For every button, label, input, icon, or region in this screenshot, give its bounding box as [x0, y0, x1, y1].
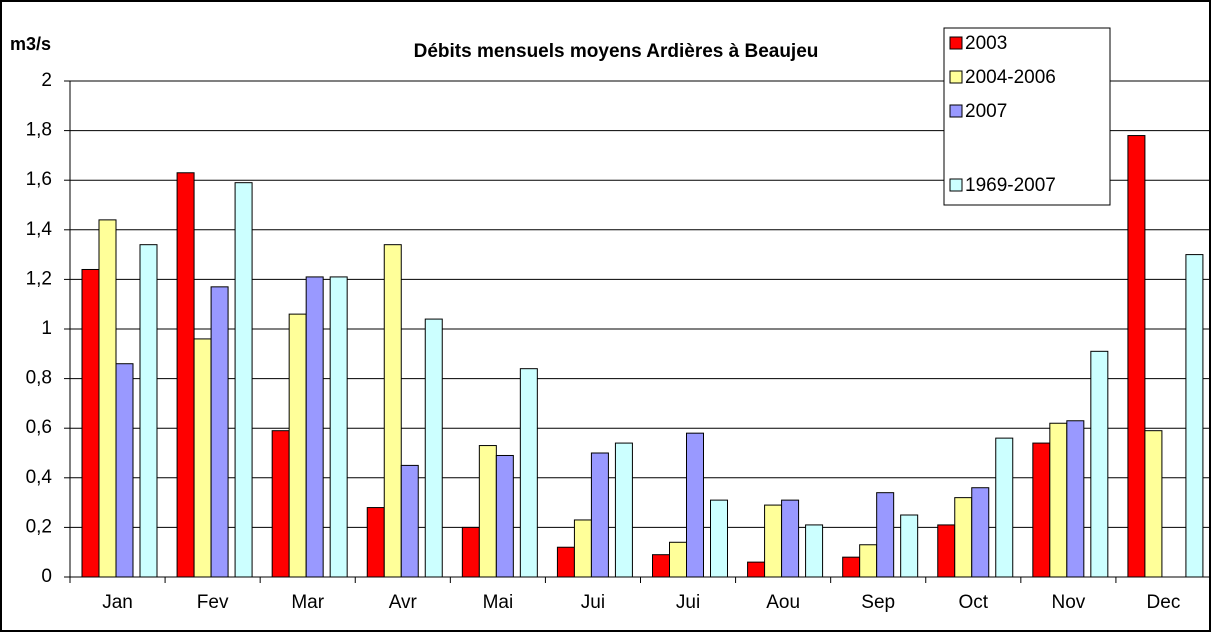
bar: [614, 442, 633, 578]
x-tick-label: Nov: [1051, 592, 1085, 613]
bar: [710, 499, 728, 578]
bar: [81, 268, 100, 578]
bar: [139, 244, 158, 578]
x-tick-label: Jui: [676, 592, 700, 613]
x-tick-label: Dec: [1147, 592, 1181, 613]
x-tick-label: Avr: [389, 592, 418, 613]
bar: [686, 432, 704, 578]
legend-box: [943, 27, 1111, 206]
bar: [764, 504, 783, 578]
bar: [495, 454, 514, 578]
bar: [461, 526, 480, 578]
bar: [652, 554, 670, 578]
bar: [573, 519, 592, 578]
bar: [669, 541, 687, 578]
bar: [842, 556, 861, 578]
bar: [1032, 442, 1051, 578]
bar: [900, 514, 919, 578]
x-tick-label: Mar: [291, 592, 324, 613]
bar: [234, 182, 253, 578]
bar: [478, 445, 497, 578]
bar: [781, 499, 800, 578]
bar: [805, 524, 824, 578]
legend-label: 2003: [965, 33, 1007, 54]
bar: [305, 276, 324, 578]
bar: [383, 244, 402, 578]
x-tick-label: Aou: [766, 592, 800, 613]
bar: [400, 464, 419, 578]
bar: [1049, 422, 1068, 578]
legend-swatch: [949, 178, 963, 192]
y-tick-label: 0: [41, 566, 52, 587]
bar: [288, 313, 307, 578]
bar: [366, 507, 385, 578]
bar: [876, 492, 895, 578]
y-tick-label: 1,6: [26, 169, 52, 190]
bar: [937, 524, 956, 578]
bar: [995, 437, 1014, 578]
bar: [210, 286, 229, 578]
bar: [519, 368, 538, 578]
y-tick-label: 1,8: [26, 120, 52, 141]
legend-swatch: [949, 104, 963, 118]
legend-label: 2004-2006: [965, 67, 1056, 88]
y-tick-label: 1,2: [26, 268, 52, 289]
bar: [424, 318, 443, 578]
chart-title: Débits mensuels moyens Ardières à Beauje…: [414, 41, 819, 62]
bar: [556, 546, 575, 578]
bar: [1185, 254, 1204, 578]
bar: [176, 172, 195, 578]
bar: [193, 338, 212, 578]
bar: [747, 561, 766, 578]
y-tick-label: 1,4: [26, 219, 53, 240]
legend-swatch: [949, 70, 963, 84]
y-tick-label: 0,2: [26, 516, 52, 537]
bar: [1066, 420, 1085, 578]
x-tick-label: Sep: [861, 592, 895, 613]
y-tick-label: 1: [41, 318, 52, 339]
legend-label: 1969-2007: [965, 175, 1056, 196]
legend-label: 2007: [965, 101, 1007, 122]
y-tick-label: 0,8: [26, 368, 52, 389]
y-axis-label: m3/s: [10, 34, 51, 54]
x-tick-label: Fev: [197, 592, 229, 613]
bar: [98, 219, 117, 578]
x-tick-label: Oct: [959, 592, 989, 613]
x-tick-label: Mai: [483, 592, 514, 613]
y-tick-label: 0,4: [26, 467, 53, 488]
bar: [1144, 430, 1163, 578]
bar: [1090, 350, 1109, 578]
bar: [954, 497, 973, 578]
bar: [859, 544, 878, 578]
bar: [590, 452, 609, 578]
y-tick-label: 2: [41, 70, 52, 91]
x-tick-label: Jan: [102, 592, 133, 613]
legend-swatch: [949, 36, 963, 50]
y-tick-label: 0,6: [26, 417, 52, 438]
bar: [1127, 135, 1146, 578]
bar: [271, 430, 290, 578]
bar: [115, 363, 134, 578]
x-tick-label: Jui: [581, 592, 605, 613]
bar: [971, 487, 990, 578]
bar: [329, 276, 348, 578]
